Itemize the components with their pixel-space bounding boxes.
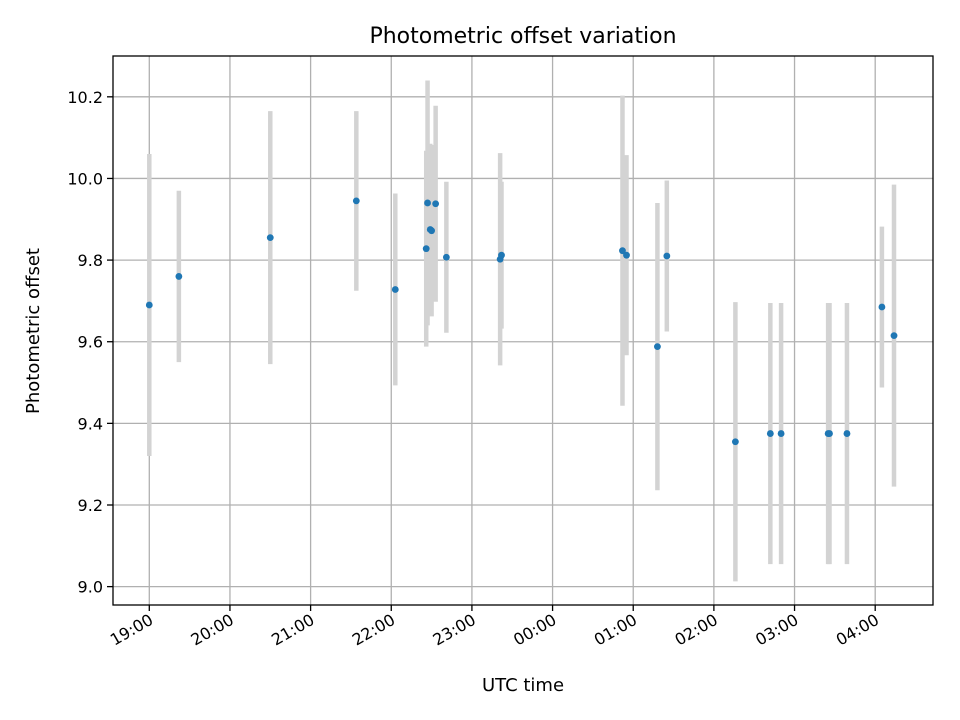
data-point bbox=[766, 430, 774, 437]
data-point bbox=[843, 430, 851, 437]
data-point bbox=[352, 197, 360, 205]
data-point bbox=[498, 251, 505, 259]
y-axis-ticks: 9.0 9.2 9.4 9.6 9.8 10.0 10.2 bbox=[67, 88, 113, 597]
data-point bbox=[619, 247, 626, 255]
x-tick-label: 23:00 bbox=[429, 610, 478, 650]
data-point bbox=[623, 251, 630, 259]
x-tick-label: 02:00 bbox=[671, 610, 720, 650]
data-points bbox=[145, 197, 898, 446]
data-point bbox=[175, 273, 183, 280]
data-point bbox=[424, 199, 431, 207]
data-point bbox=[442, 253, 450, 261]
data-point bbox=[663, 252, 671, 260]
x-axis-label: UTC time bbox=[482, 675, 564, 696]
grid bbox=[113, 56, 933, 605]
y-tick-label: 9.2 bbox=[78, 496, 103, 515]
chart-title: Photometric offset variation bbox=[369, 24, 676, 49]
data-point bbox=[391, 286, 399, 293]
x-tick-label: 01:00 bbox=[591, 610, 640, 650]
x-tick-label: 22:00 bbox=[349, 610, 398, 650]
x-tick-label: 03:00 bbox=[752, 610, 801, 650]
y-axis-label: Photometric offset bbox=[23, 248, 44, 414]
y-tick-label: 9.6 bbox=[78, 333, 103, 352]
x-tick-label: 19:00 bbox=[107, 610, 156, 650]
data-point bbox=[826, 430, 833, 437]
y-tick-label: 9.0 bbox=[78, 578, 103, 597]
data-point bbox=[145, 301, 153, 309]
data-point bbox=[432, 200, 440, 208]
data-point bbox=[422, 245, 430, 253]
data-point bbox=[731, 438, 739, 446]
plot-frame bbox=[112, 55, 934, 606]
x-tick-label: 00:00 bbox=[510, 610, 559, 650]
data-point bbox=[878, 303, 886, 311]
y-tick-label: 10.0 bbox=[67, 169, 103, 188]
data-point bbox=[890, 332, 898, 340]
data-point bbox=[266, 234, 274, 242]
y-tick-label: 10.2 bbox=[67, 88, 103, 107]
y-tick-label: 9.4 bbox=[78, 414, 103, 433]
data-point bbox=[654, 343, 661, 351]
data-point bbox=[428, 227, 435, 235]
x-tick-label: 21:00 bbox=[268, 610, 317, 650]
x-axis-ticks: 19:00 20:00 21:00 22:00 23:00 00:00 01:00 02:00… bbox=[107, 605, 882, 650]
x-tick-label: 20:00 bbox=[188, 610, 237, 650]
y-tick-label: 9.8 bbox=[78, 251, 103, 270]
data-point bbox=[777, 430, 785, 437]
error-bars bbox=[147, 80, 897, 582]
x-tick-label: 04:00 bbox=[833, 610, 882, 650]
